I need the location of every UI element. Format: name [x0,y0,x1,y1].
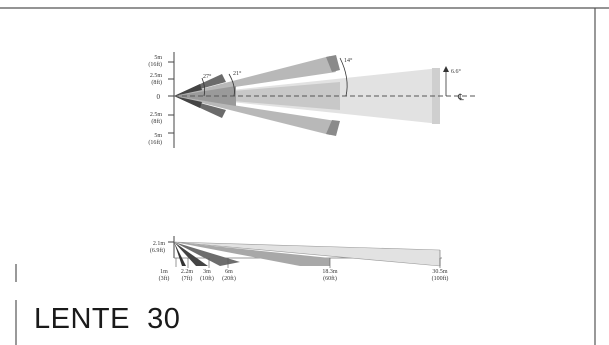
angle-14-label: 14° [344,57,353,64]
label-2-5m-bottom: 2.5m [150,112,163,118]
beam-short [174,242,240,266]
beam-long-edge [173,241,441,267]
zone-lower-mid-end [326,120,340,136]
distance-30-5m-ft: (100ft) [432,275,449,282]
label-8ft-top: (8ft) [151,79,162,86]
distance-2-2m: 2.2m [181,269,194,275]
label-8ft-bottom: (8ft) [151,118,162,125]
distance-1m-ft: (3ft) [159,275,170,282]
angle-6-6-label: 6.6° [451,68,462,75]
zone-upper-mid-end [326,55,340,72]
arc-21 [228,73,235,97]
zone-upper-mid [174,56,336,96]
distance-18-3m-ft: (60ft) [323,275,337,282]
zone-long-range-end [432,68,440,124]
distance-3m-ft: (10ft) [200,275,214,282]
zone-near-lower [174,96,202,108]
height-label-ft: (6.9ft) [150,247,165,254]
zone-lower-mid [174,96,336,135]
angle-21-label: 21° [233,70,242,77]
arc-27 [201,77,206,97]
zone-near-upper [174,84,202,96]
zone-short-center [174,86,236,106]
label-16ft-top: (16ft) [148,61,162,68]
centerline-symbol: ℄ [457,92,464,102]
label-5m-bottom: 5m [154,133,162,139]
label-16ft-bottom: (16ft) [148,139,162,146]
height-label: 2.1m [153,241,166,247]
side-view: 2.1m (6.9ft) 1m (3ft) 2.2m (7ft) 3m (10f… [150,236,449,282]
distance-30-5m: 30.5m [432,269,448,275]
arc-14 [339,57,348,97]
label-zero: 0 [157,93,161,101]
label-5m-top: 5m [154,55,162,61]
distance-18-3m: 18.3m [322,269,338,275]
top-view: 5m (16ft) 2.5m (8ft) 0 2.5m (8ft) 5m (16… [148,52,478,148]
distance-2-2m-ft: (7ft) [182,275,193,282]
distance-6m: 6m [225,269,233,275]
angle-27-label: 27° [203,73,212,80]
beam-near [174,242,208,266]
beam-long-edge [173,241,441,251]
label-2-5m-top: 2.5m [150,73,163,79]
distance-1m: 1m [160,269,168,275]
distance-3m: 3m [203,269,211,275]
beam-creep [174,242,186,266]
lens-caption: LENTE 30 [34,303,181,335]
beam-mid [174,242,330,266]
arrow-6-6 [443,66,449,72]
distance-6m-ft: (20ft) [222,275,236,282]
